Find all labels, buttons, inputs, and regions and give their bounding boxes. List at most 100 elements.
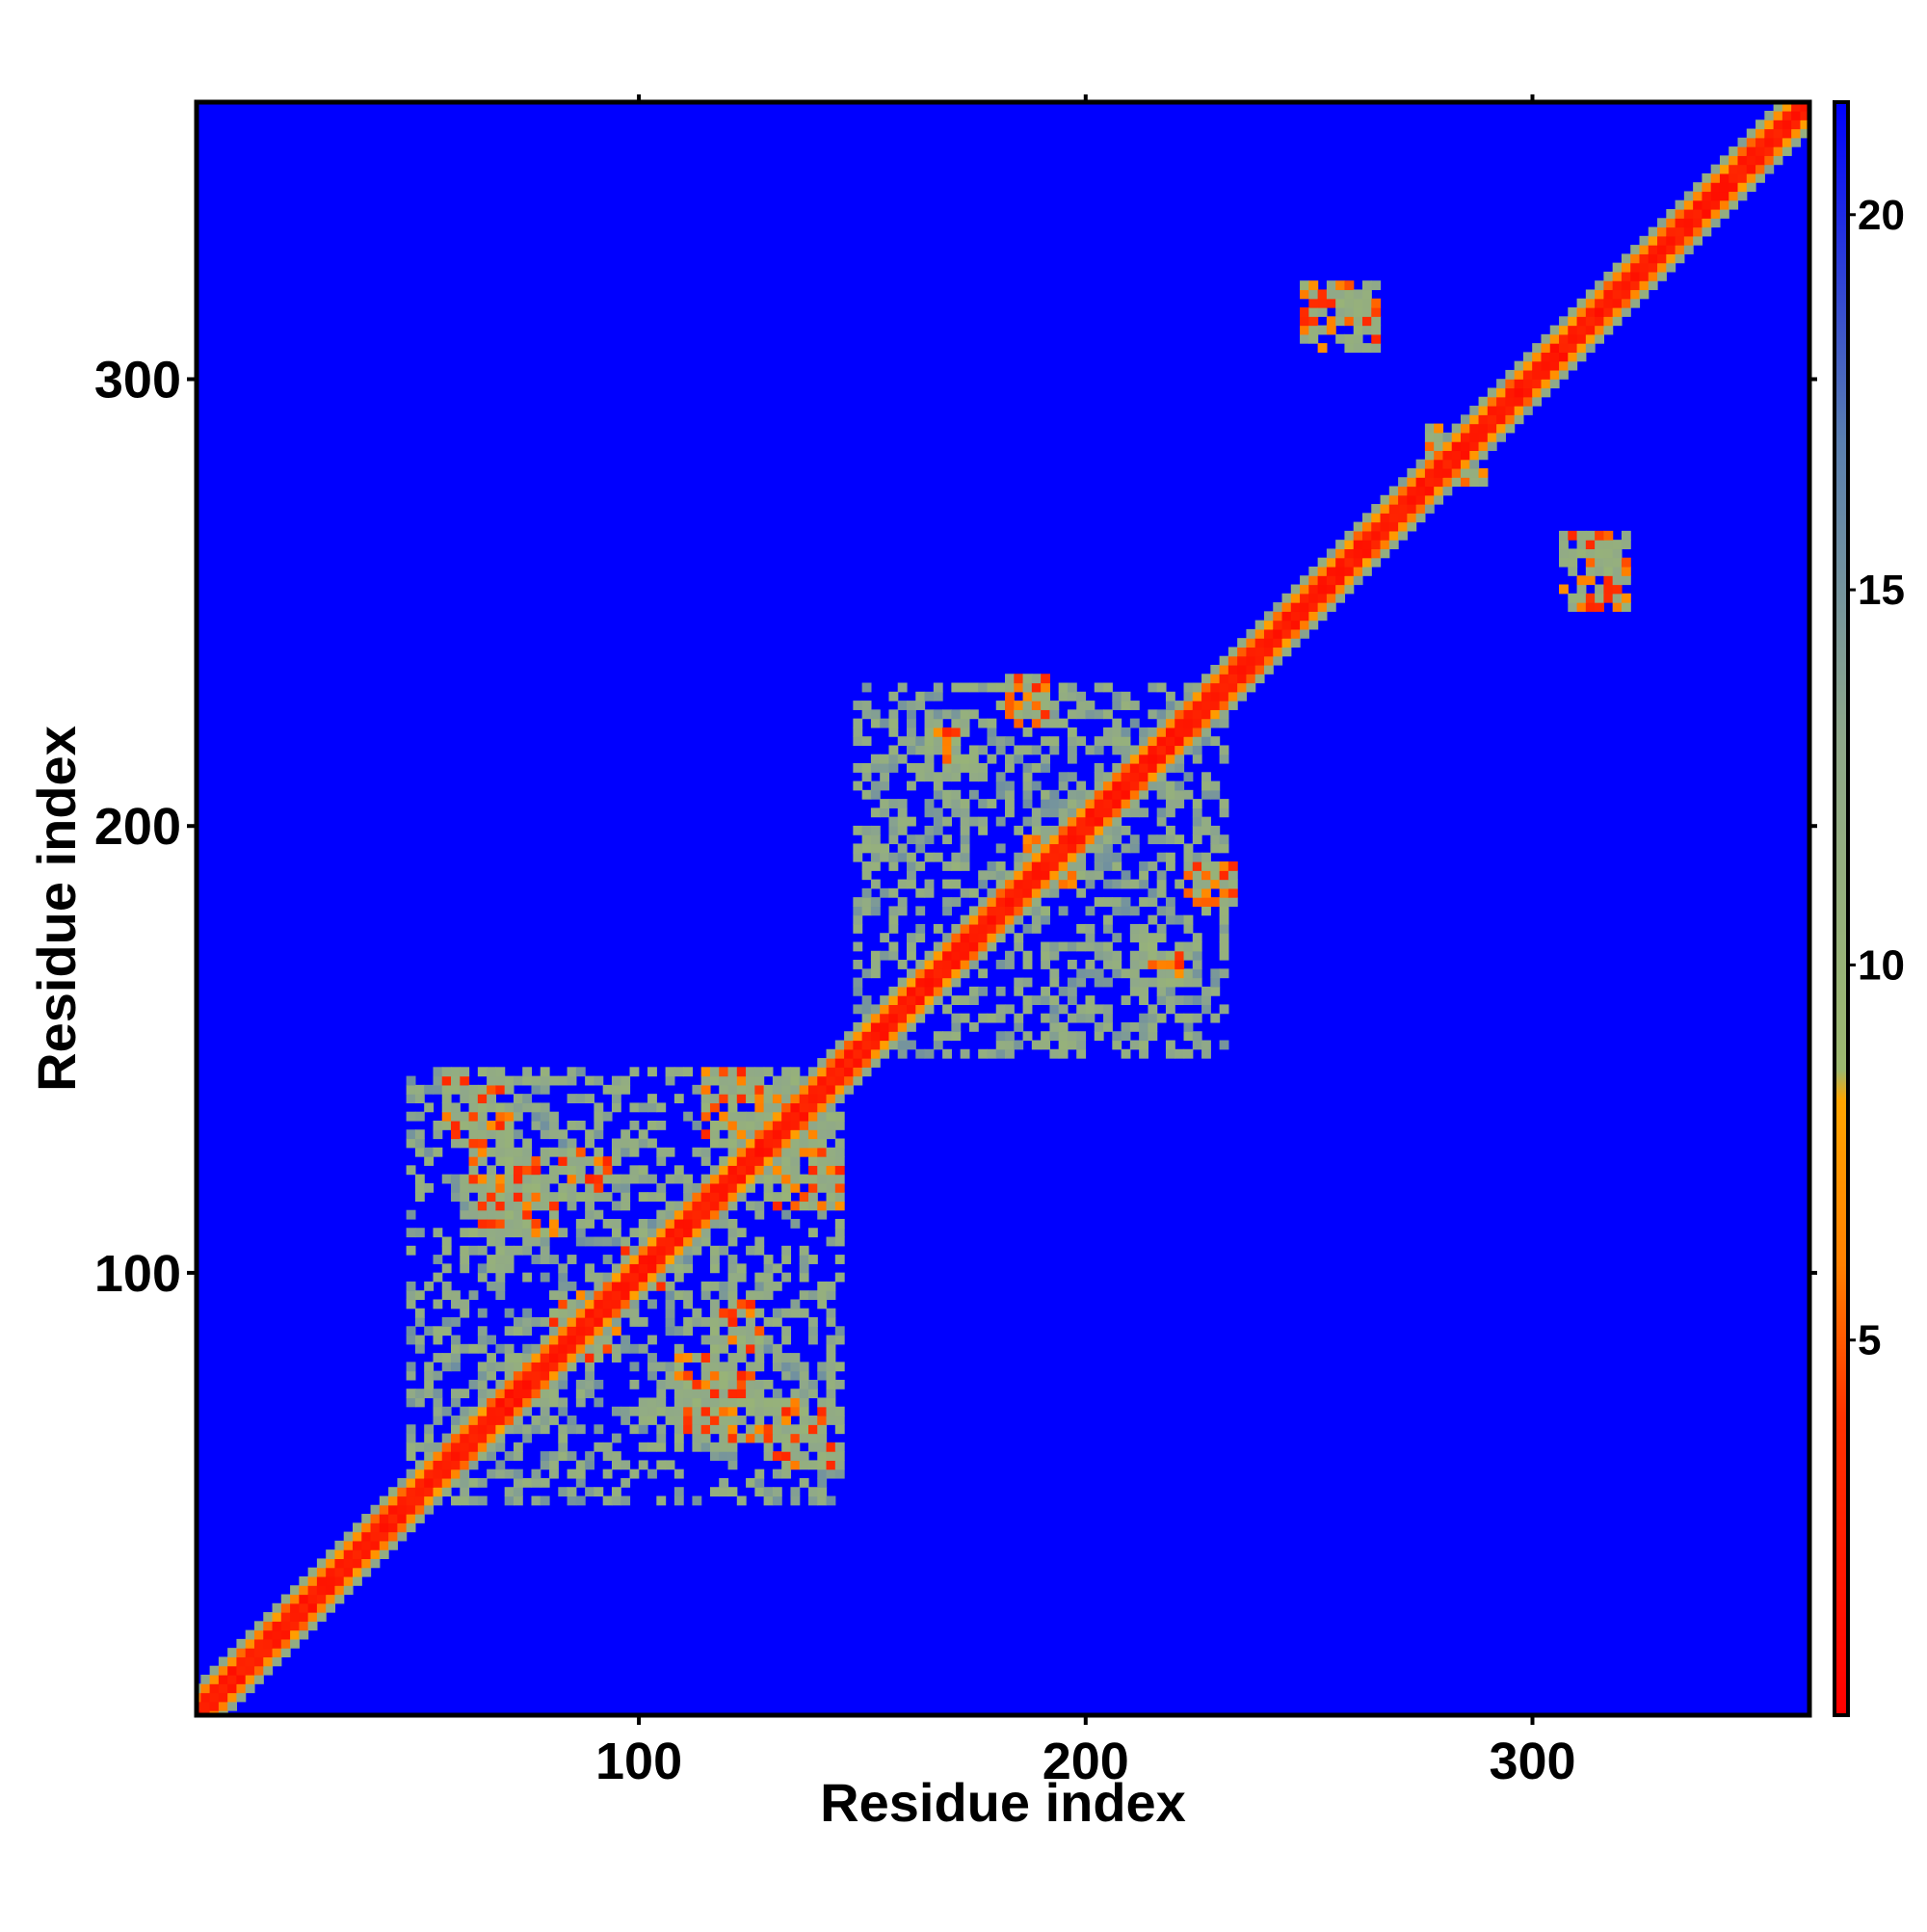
heatmap-cell xyxy=(1791,102,1802,112)
heatmap-cell xyxy=(1415,459,1426,469)
heatmap-cell xyxy=(1576,298,1587,308)
heatmap-cell xyxy=(817,1067,828,1077)
heatmap-cell xyxy=(987,718,997,728)
heatmap-cell xyxy=(1791,110,1802,120)
heatmap-cell xyxy=(1273,628,1283,639)
heatmap-cell xyxy=(1175,727,1185,737)
heatmap-cell xyxy=(665,1067,675,1077)
heatmap-cell xyxy=(477,1389,488,1399)
heatmap-cell xyxy=(683,1379,694,1389)
heatmap-cell xyxy=(1022,879,1033,889)
heatmap-cell xyxy=(1175,789,1185,800)
heatmap-cell xyxy=(1335,316,1346,327)
heatmap-cell xyxy=(1058,718,1069,728)
heatmap-cell xyxy=(978,816,989,827)
heatmap-cell xyxy=(504,1138,515,1149)
heatmap-cell xyxy=(638,1397,648,1408)
heatmap-cell xyxy=(1755,119,1765,130)
heatmap-cell xyxy=(772,1263,782,1274)
heatmap-cell xyxy=(1192,1031,1202,1042)
heatmap-cell xyxy=(406,1209,416,1220)
heatmap-cell xyxy=(638,1174,648,1184)
heatmap-cell xyxy=(245,1683,255,1694)
heatmap-cell xyxy=(995,1040,1006,1050)
heatmap-cell xyxy=(888,1013,899,1023)
heatmap-cell xyxy=(290,1638,300,1649)
heatmap-cell xyxy=(888,754,899,764)
heatmap-cell xyxy=(746,1111,755,1122)
heatmap-cell xyxy=(1246,682,1256,693)
heatmap-cell xyxy=(424,1460,435,1470)
heatmap-cell xyxy=(585,1335,595,1345)
heatmap-cell xyxy=(915,986,926,996)
heatmap-cell xyxy=(1192,701,1202,710)
heatmap-cell xyxy=(1791,137,1802,147)
heatmap-cell xyxy=(1192,887,1202,898)
heatmap-cell xyxy=(1022,870,1033,881)
heatmap-cell xyxy=(719,1201,729,1211)
heatmap-cell xyxy=(656,1442,667,1452)
heatmap-cell xyxy=(960,923,970,934)
heatmap-cell xyxy=(361,1514,372,1523)
heatmap-cell xyxy=(665,1228,675,1238)
heatmap-cell xyxy=(1192,727,1202,737)
heatmap-cell xyxy=(504,1451,515,1461)
heatmap-cell xyxy=(754,1433,765,1443)
heatmap-cell xyxy=(1049,950,1060,961)
heatmap-cell xyxy=(1005,682,1015,693)
heatmap-cell xyxy=(1022,789,1033,800)
heatmap-cell xyxy=(433,1228,443,1238)
heatmap-cell xyxy=(1175,968,1185,979)
heatmap-cell xyxy=(495,1406,506,1416)
heatmap-cell xyxy=(575,1469,586,1479)
heatmap-cell xyxy=(1076,691,1087,701)
heatmap-cell xyxy=(477,1343,488,1354)
heatmap-cell xyxy=(880,754,890,764)
heatmap-cell xyxy=(817,1406,828,1416)
heatmap-cell xyxy=(1675,199,1685,210)
heatmap-cell xyxy=(299,1585,309,1596)
heatmap-cell xyxy=(968,745,979,755)
heatmap-cell xyxy=(290,1585,300,1596)
heatmap-cell xyxy=(531,1174,541,1184)
heatmap-cell xyxy=(933,682,943,693)
heatmap-cell xyxy=(1585,316,1596,327)
heatmap-cell xyxy=(495,1209,506,1220)
heatmap-cell xyxy=(834,1406,845,1416)
heatmap-cell xyxy=(487,1416,496,1425)
heatmap-cell xyxy=(799,1192,809,1203)
heatmap-cell xyxy=(781,1147,792,1157)
heatmap-cell xyxy=(1514,406,1524,415)
heatmap-cell xyxy=(924,887,935,898)
heatmap-cell xyxy=(1371,557,1382,568)
heatmap-cell xyxy=(1800,128,1809,139)
heatmap-cell xyxy=(1219,968,1229,979)
heatmap-cell xyxy=(558,1397,568,1408)
heatmap-cell xyxy=(406,1514,416,1523)
heatmap-cell xyxy=(1442,467,1453,478)
heatmap-cell xyxy=(781,1102,792,1113)
heatmap-cell xyxy=(1175,879,1185,889)
heatmap-cell xyxy=(575,1326,586,1337)
heatmap-cell xyxy=(826,1460,836,1470)
heatmap-cell xyxy=(487,1182,496,1193)
heatmap-cell xyxy=(602,1165,613,1176)
heatmap-cell xyxy=(942,736,952,747)
heatmap-cell xyxy=(1353,575,1363,586)
heatmap-cell xyxy=(924,950,935,961)
heatmap-cell xyxy=(1183,1013,1194,1023)
heatmap-cell xyxy=(1183,887,1194,898)
heatmap-cell xyxy=(1719,155,1729,166)
heatmap-cell xyxy=(1014,1021,1024,1032)
heatmap-cell xyxy=(495,1201,506,1211)
heatmap-cell xyxy=(987,736,997,747)
heatmap-cell xyxy=(736,1353,747,1363)
heatmap-cell xyxy=(200,1701,211,1711)
heatmap-cell xyxy=(754,1335,765,1345)
heatmap-cell xyxy=(1201,701,1211,710)
heatmap-cell xyxy=(826,1495,836,1506)
heatmap-cell xyxy=(495,1416,506,1425)
heatmap-cell xyxy=(880,1031,890,1042)
heatmap-cell xyxy=(987,933,997,943)
